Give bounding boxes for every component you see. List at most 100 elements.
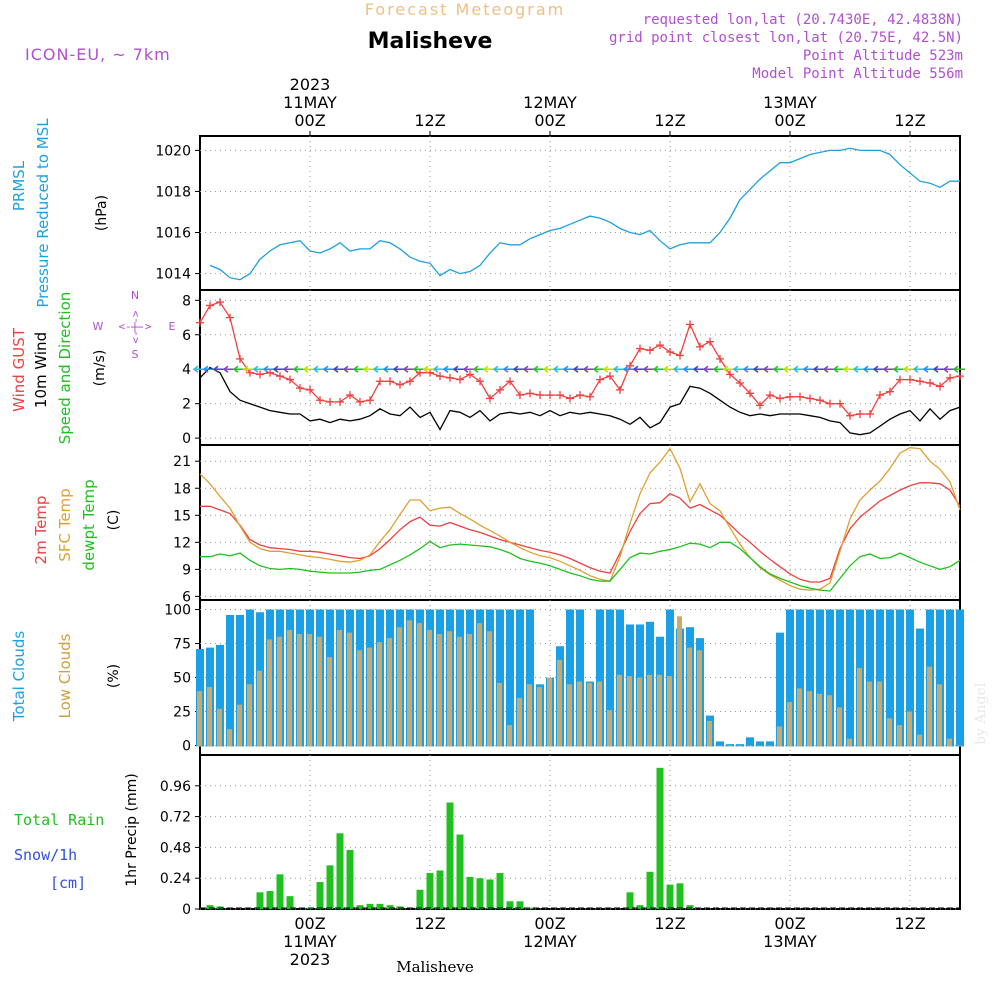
- gust-marker: [216, 298, 224, 307]
- rain-bar: [376, 903, 384, 909]
- low-cloud-bar: [947, 738, 952, 747]
- gust-marker: [226, 313, 234, 322]
- credit-watermark: by Angel: [973, 682, 989, 745]
- gust-marker: [576, 391, 584, 400]
- low-cloud-bar: [547, 677, 552, 747]
- low-cloud-bar: [687, 647, 692, 747]
- low-cloud-bar: [367, 647, 372, 747]
- rain-bar: [286, 896, 294, 909]
- gust-marker: [256, 370, 264, 379]
- low-cloud-bar: [487, 631, 492, 747]
- low-cloud-bar: [777, 726, 782, 747]
- gust-marker: [206, 301, 214, 310]
- compass-n: N: [131, 289, 139, 302]
- temperature-frame: [199, 444, 961, 601]
- low-cloud-bar: [657, 674, 662, 747]
- gust-marker: [776, 394, 784, 403]
- gust-marker: [676, 351, 684, 360]
- total-cloud-bar: [766, 741, 774, 747]
- ytick-label: 8: [182, 293, 191, 309]
- snow-unit: [cm]: [50, 874, 86, 892]
- low-cloud-bar: [637, 677, 642, 747]
- rain-bar: [636, 905, 644, 909]
- low-cloud-bar: [797, 688, 802, 747]
- gust-marker: [816, 396, 824, 405]
- ytick-label: 4: [182, 362, 191, 378]
- wind10-line: [199, 366, 961, 436]
- gust-marker: [246, 368, 254, 377]
- compass-arrows: <-|->: [118, 320, 151, 333]
- rain-bar: [676, 883, 684, 909]
- low-cloud-bar: [847, 738, 852, 747]
- gust-marker: [636, 344, 644, 353]
- gust-marker: [756, 401, 764, 410]
- low-cloud-bar: [267, 639, 272, 747]
- temp-unit: (C): [106, 510, 122, 531]
- rain-bar: [366, 903, 374, 909]
- low-cloud-bar: [957, 745, 962, 747]
- gust-marker: [506, 377, 514, 386]
- compass-s: S: [132, 348, 139, 361]
- total-cloud-bar: [526, 609, 534, 747]
- ytick-label: 6: [182, 589, 191, 605]
- rain-bar: [516, 901, 524, 909]
- low-cloud-bar: [787, 701, 792, 747]
- gust-marker: [836, 399, 844, 408]
- gust-marker: [546, 391, 554, 400]
- gust-marker: [926, 379, 934, 387]
- gust-marker: [426, 368, 434, 377]
- total-cloud-bar: [606, 609, 614, 747]
- gust-marker: [826, 399, 834, 408]
- sfc-temp-label: SFC Temp: [56, 488, 74, 561]
- rain-bar: [626, 892, 634, 909]
- gust-marker: [496, 385, 504, 394]
- top-time-label: 12Z: [414, 111, 445, 130]
- low-cloud-bar: [427, 629, 432, 747]
- ytick-label: 21: [173, 454, 191, 470]
- low-cloud-bar: [527, 684, 532, 747]
- gust-marker: [266, 368, 274, 377]
- gust-marker: [456, 375, 464, 384]
- rain-bar: [426, 873, 434, 909]
- total-cloud-bar: [906, 609, 914, 747]
- ytick-label: 75: [173, 637, 191, 653]
- ytick-label: 0: [182, 431, 191, 447]
- ytick-label: 100: [164, 603, 191, 619]
- ytick-label: 0.48: [160, 840, 191, 856]
- rain-bar: [346, 849, 354, 909]
- ytick-label: 15: [173, 508, 191, 524]
- gust-marker: [806, 394, 814, 403]
- low-cloud-bar: [407, 620, 412, 747]
- low-cloud-bar: [447, 631, 452, 747]
- bottom-time-label: 12Z: [414, 914, 445, 933]
- location-title: Malisheve: [368, 29, 493, 54]
- low-cloud-bar: [467, 633, 472, 747]
- low-cloud-bar: [337, 629, 342, 747]
- grid-point-lonlat: grid point closest lon,lat (20.75E, 42.5…: [609, 30, 963, 46]
- low-cloud-bar: [617, 674, 622, 747]
- ytick-label: 2: [182, 397, 191, 413]
- low-cloud-bar: [377, 642, 382, 747]
- t2m-label: 2m Temp: [32, 496, 50, 565]
- total-cloud-bar: [516, 609, 524, 747]
- gust-marker: [956, 372, 964, 381]
- low-cloud-bar: [597, 681, 602, 747]
- gust-marker: [566, 394, 574, 403]
- gust-marker: [876, 391, 884, 400]
- gust-marker: [886, 387, 894, 396]
- clouds-unit: (%): [106, 664, 122, 688]
- total-cloud-bar: [886, 609, 894, 747]
- rain-bar: [416, 889, 424, 909]
- pressure-line: [209, 147, 960, 281]
- low-cloud-bar: [537, 687, 542, 747]
- bottom-time-label: 12Z: [654, 914, 685, 933]
- low-cloud-bar: [607, 710, 612, 747]
- low-cloud-bar: [327, 657, 332, 747]
- low-cloud-bar: [747, 745, 752, 747]
- low-cloud-bar: [907, 711, 912, 747]
- rain-bar: [206, 905, 214, 909]
- low-cloud-bar: [237, 704, 242, 747]
- gust-marker: [896, 375, 904, 384]
